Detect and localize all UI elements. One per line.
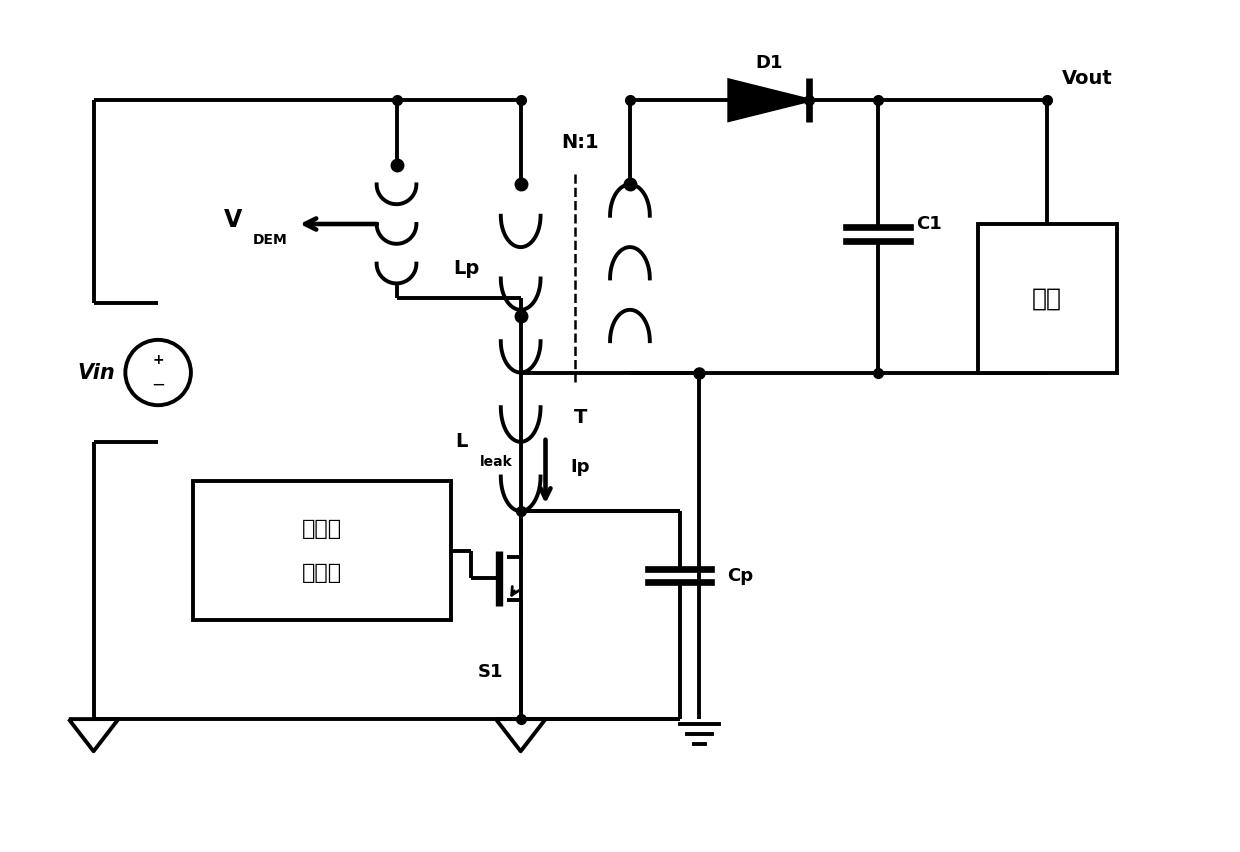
Text: N:1: N:1 bbox=[562, 133, 599, 153]
Text: V: V bbox=[223, 208, 242, 232]
Text: leak: leak bbox=[480, 455, 512, 469]
Text: Ip: Ip bbox=[570, 458, 590, 475]
FancyBboxPatch shape bbox=[193, 481, 451, 620]
Text: 负载: 负载 bbox=[1032, 286, 1063, 310]
Text: Vout: Vout bbox=[1061, 69, 1112, 88]
FancyBboxPatch shape bbox=[977, 224, 1117, 372]
Text: L: L bbox=[455, 432, 467, 452]
Text: Vin: Vin bbox=[78, 363, 115, 383]
Polygon shape bbox=[729, 80, 808, 120]
Text: C1: C1 bbox=[916, 215, 941, 233]
Text: T: T bbox=[574, 407, 587, 427]
Text: Cp: Cp bbox=[728, 567, 754, 584]
Text: −: − bbox=[151, 376, 165, 394]
Text: +: + bbox=[153, 353, 164, 366]
Text: DEM: DEM bbox=[253, 233, 288, 247]
Text: 准谐振: 准谐振 bbox=[303, 519, 342, 539]
Text: 控制器: 控制器 bbox=[303, 562, 342, 583]
Text: D1: D1 bbox=[755, 54, 782, 72]
Text: Lp: Lp bbox=[453, 259, 479, 278]
Text: S1: S1 bbox=[479, 663, 503, 681]
